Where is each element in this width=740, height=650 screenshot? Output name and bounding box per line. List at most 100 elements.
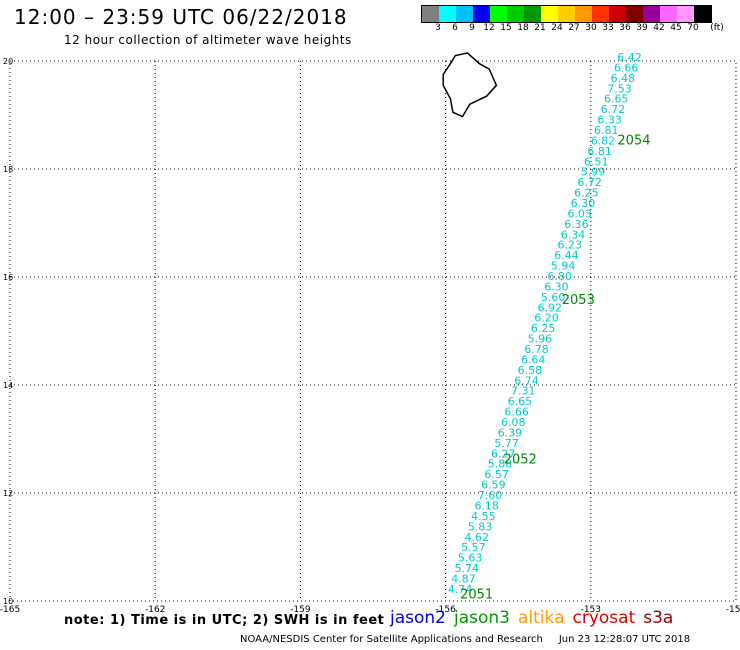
colorbar-swatch — [524, 6, 541, 22]
lon-tick-label: -153 — [581, 605, 601, 615]
colorbar-swatch — [660, 6, 677, 22]
colorbar-label: 21 — [534, 23, 546, 33]
lat-tick-label: 10 — [3, 597, 13, 606]
wave-height-value: 6.78 — [524, 343, 549, 356]
colorbar-swatch — [643, 6, 660, 22]
lon-tick-label: -150 — [726, 605, 740, 615]
colorbar-label: 12 — [483, 23, 495, 33]
wave-height-value: 6.33 — [597, 114, 622, 127]
colorbar-swatch — [439, 6, 456, 22]
wave-height-value: 6.23 — [557, 239, 582, 252]
wave-height-value: 6.25 — [531, 322, 556, 335]
pass-number-label: 2051 — [460, 587, 493, 602]
colorbar-label: 15 — [500, 23, 512, 33]
footer-timestamp: Jun 23 12:28:07 UTC 2018 — [558, 634, 691, 645]
colorbar-label: 33 — [602, 23, 614, 33]
wave-height-value: 5.94 — [551, 260, 576, 273]
wave-height-value: 5.63 — [458, 552, 483, 565]
wave-height-value: 6.30 — [544, 280, 569, 293]
wave-height-value: 7.60 — [478, 489, 503, 502]
wave-height-value: 6.42 — [617, 51, 642, 64]
colorbar-swatch — [694, 6, 711, 22]
lat-tick-label: 14 — [3, 381, 13, 390]
wave-height-value: 6.81 — [594, 124, 619, 137]
wave-height-value: 6.44 — [554, 249, 579, 262]
wave-height-value: 5.83 — [468, 520, 493, 533]
wave-height-value: 4.55 — [471, 510, 496, 523]
lon-tick-label: -162 — [145, 605, 165, 615]
pass-number-label: 2052 — [504, 452, 537, 467]
footer-credit: NOAA/NESDIS Center for Satellite Applica… — [240, 634, 543, 645]
wave-height-value: 7.31 — [511, 385, 536, 398]
colorbar-label: 27 — [568, 23, 580, 33]
wave-height-value: 5.57 — [461, 541, 486, 554]
wave-height-value: 5.77 — [494, 437, 519, 450]
colorbar-unit: (ft) — [710, 23, 724, 33]
map-subtitle: 12 hour collection of altimeter wave hei… — [64, 33, 352, 47]
colorbar-swatch — [626, 6, 643, 22]
wave-height-value: 6.20 — [534, 312, 559, 325]
colorbar-label: 6 — [452, 23, 458, 33]
colorbar-swatch — [490, 6, 507, 22]
wave-height-value: 4.74 — [448, 583, 473, 596]
lon-tick-label: -156 — [435, 605, 456, 615]
units-note: note: 1) Time is in UTC; 2) SWH is in fe… — [64, 613, 385, 628]
satellite-legend: jason2 jason3 altika cryosat s3a — [390, 608, 681, 628]
lat-tick-label: 18 — [3, 165, 13, 174]
wave-height-value: 6.80 — [548, 270, 573, 283]
hawaii-island-coastline — [442, 52, 498, 118]
lat-tick-label: 16 — [3, 273, 13, 282]
wave-height-value: 5.88 — [488, 458, 513, 471]
colorbar-label: 39 — [636, 23, 648, 33]
footer: NOAA/NESDIS Center for Satellite Applica… — [240, 634, 690, 645]
pass-number-label: 2054 — [617, 134, 650, 149]
wave-height-value: 6.92 — [538, 301, 563, 314]
wave-height-value: 6.59 — [481, 479, 506, 492]
colorbar-swatch — [541, 6, 558, 22]
wave-height-value: 6.39 — [498, 426, 523, 439]
wave-height-value: 6.82 — [591, 134, 616, 147]
colorbar-label: 36 — [619, 23, 631, 33]
pass-number-label: 2053 — [562, 293, 595, 308]
colorbar-label: 24 — [551, 23, 563, 33]
colorbar-labels: 3 6 9 12 15 18 21 24 27 30 33 36 39 42 45 70 (ft) — [421, 23, 740, 35]
colorbar-swatch — [592, 6, 609, 22]
wave-height-value: 6.57 — [484, 468, 509, 481]
wave-height-value: 6.72 — [577, 176, 602, 189]
wave-height-value: 6.66 — [614, 61, 639, 74]
satellite-s3a: s3a — [643, 608, 674, 628]
lon-tick-label: -159 — [290, 605, 311, 615]
wave-height-value: 6.34 — [561, 228, 586, 241]
wave-height-value: 6.72 — [601, 103, 626, 116]
wave-height-value: 4.87 — [451, 572, 476, 585]
wave-height-value: 6.03 — [567, 207, 592, 220]
satellite-jason2: jason2 — [390, 608, 446, 628]
colorbar-label: 9 — [469, 23, 475, 33]
colorbar-label: 30 — [585, 23, 597, 33]
colorbar-swatch — [677, 6, 694, 22]
wave-height-value: 5.60 — [541, 291, 566, 304]
wave-height-value: 6.27 — [491, 447, 516, 460]
colorbar-label: 18 — [517, 23, 529, 33]
satellite-cryosat: cryosat — [572, 608, 636, 628]
wave-height-value: 6.58 — [518, 364, 543, 377]
wave-height-value: 5.74 — [455, 562, 480, 575]
wave-height-value: 6.81 — [587, 145, 612, 158]
colorbar-label: 70 — [687, 23, 699, 33]
colorbar-label: 42 — [653, 23, 665, 33]
lat-tick-label: 12 — [3, 489, 13, 498]
colorbar-swatch — [558, 6, 575, 22]
wave-height-value: 6.36 — [564, 218, 589, 231]
wave-height-value: 6.18 — [474, 499, 499, 512]
wave-height-value: 6.65 — [508, 395, 533, 408]
wave-height-value: 6.25 — [574, 187, 599, 200]
wave-height-value: 4.62 — [464, 531, 489, 544]
wave-height-value: 5.96 — [528, 333, 553, 346]
map-title: 12:00 – 23:59 UTC 06/22/2018 — [14, 5, 348, 29]
wave-height-value: 6.74 — [514, 374, 539, 387]
map-frame — [9, 60, 737, 602]
colorbar-swatch — [473, 6, 490, 22]
wave-height-value: 6.08 — [501, 416, 526, 429]
lat-tick-label: 20 — [3, 57, 13, 66]
